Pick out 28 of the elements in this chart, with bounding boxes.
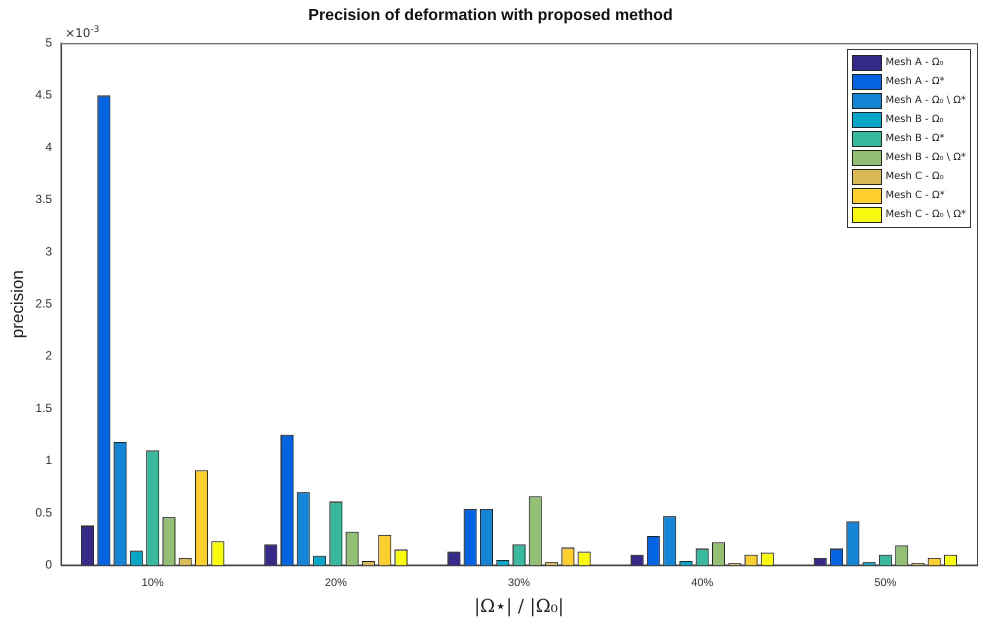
x-tick-label: 30% <box>508 576 530 589</box>
y-tick-label: 2 <box>45 348 52 363</box>
legend-label: Mesh C - Ω₀ <box>884 170 945 184</box>
x-tick-label: 20% <box>324 576 348 589</box>
y-tick-label: 3.5 <box>35 192 52 206</box>
legend-label: Mesh B - Ω* <box>884 132 946 146</box>
legend-label: Mesh B - Ω₀ \ Ω* <box>884 151 966 166</box>
y-axis-title: precision <box>8 270 27 338</box>
x-tick-label: 10% <box>142 576 164 589</box>
y-tick-label: 0 <box>45 558 52 572</box>
legend-label: Mesh C - Ω* <box>884 189 946 204</box>
y-tick-label: 1.5 <box>35 400 52 415</box>
y-tick-label: 4 <box>45 140 52 154</box>
legend-label: Mesh A - Ω₀ <box>884 56 944 70</box>
legend-label: Mesh A - Ω₀ \ Ω* <box>884 94 966 108</box>
legend-label: Mesh B - Ω₀ <box>884 113 944 128</box>
legend-label: Mesh C - Ω₀ \ Ω* <box>884 208 966 222</box>
x-tick-label: 40% <box>691 576 714 589</box>
y-tick-label: 1 <box>45 453 52 468</box>
legend-label: Mesh A - Ω* <box>884 75 946 90</box>
y-tick-label: 0.5 <box>35 505 52 520</box>
y-tick-label: 4.5 <box>35 88 52 102</box>
y-tick-label: 2.5 <box>35 296 52 311</box>
y-tick-label: 5 <box>45 36 52 50</box>
x-tick-label: 50% <box>874 576 897 589</box>
x-axis-title: |Ω⋆| / |Ω₀| <box>474 596 564 617</box>
y-tick-label: 3 <box>45 244 52 258</box>
chart-title: Precision of deformation with proposed method <box>308 7 673 24</box>
